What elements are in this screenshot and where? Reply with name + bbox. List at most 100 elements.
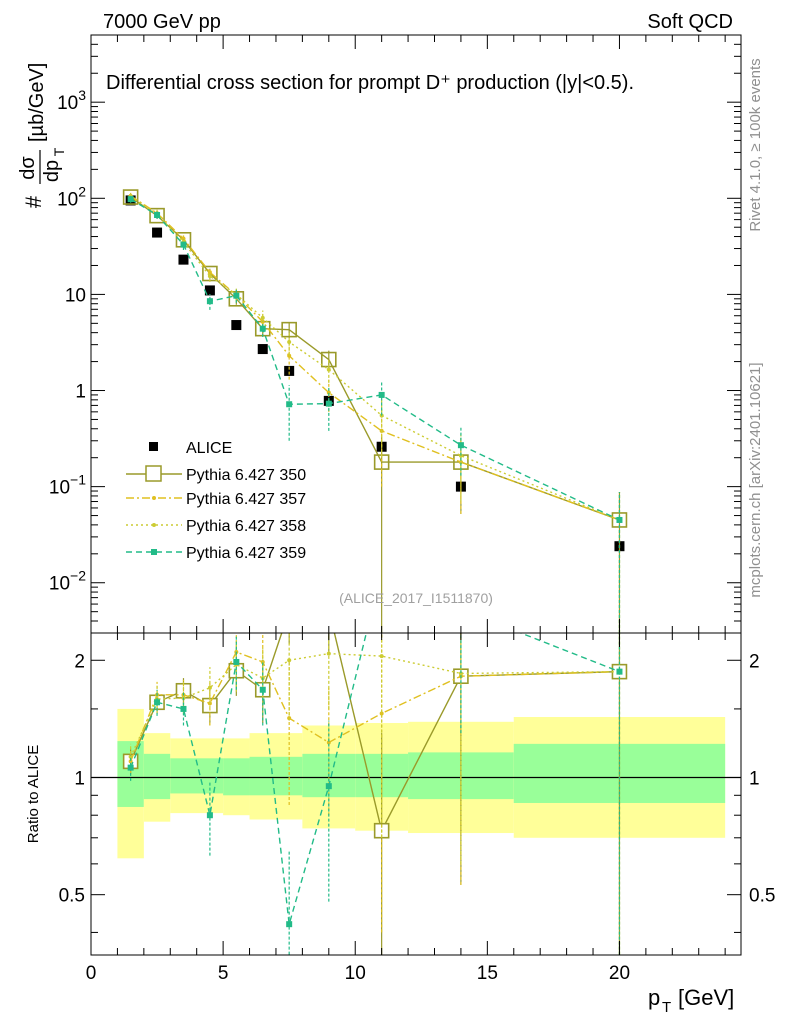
ratio-stat-band (223, 758, 250, 796)
p358-ratio-marker (287, 658, 292, 663)
p357-marker (207, 270, 212, 275)
p359-marker (286, 401, 293, 408)
axis-ticks: 10−2 10−1 1 10 102 103 0 5 10 15 20 0.5 0.5 1 1 2 2 (49, 34, 775, 984)
y-label-unit: [µb/GeV] (26, 63, 48, 142)
alice-data-point (257, 344, 268, 355)
p358-ratio-marker (326, 651, 331, 656)
x-tick-label: 5 (218, 963, 229, 984)
p357-ratio-marker (326, 740, 331, 745)
ratio-y-axis-label: Ratio to ALICE (25, 745, 42, 843)
p350-marker (122, 189, 139, 205)
legend-label-p358: Pythia 6.427 358 (186, 518, 306, 535)
p359-marker (378, 391, 385, 398)
p358-marker (326, 367, 331, 372)
p359-marker (154, 212, 161, 219)
p359-marker (206, 298, 213, 305)
main-y-tick-label: 1 (75, 382, 86, 403)
main-chart-title: Differential cross section for prompt D⁺… (106, 72, 634, 94)
p357-marker (181, 236, 186, 241)
main-y-tick-label: 103 (57, 87, 86, 114)
mcplots-label: mcplots.cern.ch [arXiv:2401.10621] (747, 362, 764, 597)
legend-label-alice: ALICE (186, 440, 232, 457)
rivet-version-label: Rivet 4.1.0, ≥ 100k events (747, 58, 764, 231)
alice-data-point (178, 254, 189, 265)
y-label-prefix: # (21, 195, 46, 208)
legend-label-p359: Pythia 6.427 359 (186, 545, 306, 562)
p359-marker (457, 442, 464, 449)
ratio-y-tick-label-left: 0.5 (59, 886, 85, 907)
p357-marker (326, 390, 331, 395)
main-y-tick-label: 102 (57, 183, 86, 210)
analysis-watermark: (ALICE_2017_I1511870) (339, 590, 493, 606)
main-y-axis-label: # dσ dp T [µb/GeV] (17, 63, 67, 208)
p359-ratio-marker (286, 921, 293, 928)
legend: ALICE Pythia 6.427 350 Pythia 6.427 357 … (126, 440, 306, 562)
ratio-y-tick-label-left: 2 (74, 651, 85, 672)
p359-ratio-marker (616, 668, 623, 675)
p350-ratio-marker (322, 603, 336, 617)
main-series (122, 189, 628, 633)
p358-marker (287, 339, 292, 344)
p359-marker (233, 292, 240, 299)
p358-marker (260, 315, 265, 320)
p358-marker (207, 274, 212, 279)
p358-ratio-line (129, 652, 620, 758)
main-y-tick-label: 10 (65, 285, 86, 306)
p350-marker (281, 321, 297, 338)
header-process-label: Soft QCD (647, 11, 733, 33)
ratio-y-tick-label-right: 1 (749, 768, 760, 789)
x-label-unit: [GeV] (678, 985, 734, 1010)
p358-ratio-marker (458, 671, 463, 676)
y-label-denominator: dp (41, 160, 63, 182)
main-y-tick-label: 10−1 (49, 472, 86, 499)
alice-data-point (284, 365, 295, 376)
ratio-series (122, 603, 628, 955)
legend-marker-p357 (152, 496, 156, 500)
p359-marker (616, 516, 623, 523)
p359-ratio-marker (180, 705, 187, 712)
x-axis-label: p T [GeV] (648, 985, 734, 1016)
p359-marker (127, 196, 134, 203)
ratio-stat-band (249, 756, 303, 796)
ratio-y-tick-label-left: 1 (74, 768, 85, 789)
alice-data-point (204, 285, 215, 296)
x-tick-label: 20 (609, 963, 630, 984)
main-plot-frame (90, 34, 742, 634)
x-label-main: p (648, 985, 660, 1010)
x-tick-label: 10 (345, 963, 366, 984)
legend-marker-p350 (145, 465, 162, 482)
p359-ratio-marker (154, 699, 161, 706)
ratio-plot-frame (90, 632, 742, 956)
p358-ratio-marker (379, 654, 384, 659)
legend-label-p350: Pythia 6.427 350 (186, 467, 306, 484)
p359-ratio-marker (325, 783, 332, 790)
p359-ratio-marker (259, 686, 266, 693)
ratio-stat-band (143, 753, 171, 800)
alice-data-point (152, 227, 163, 238)
p359-ratio-marker (206, 812, 213, 819)
p359-marker (325, 400, 332, 407)
legend-marker-p359 (151, 549, 157, 555)
p350-marker (149, 207, 165, 224)
p358-ratio-marker (128, 754, 133, 759)
legend-marker-alice (149, 442, 158, 451)
x-tick-label: 0 (86, 963, 97, 984)
p357-ratio-marker (379, 711, 384, 716)
p359-marker (259, 325, 266, 332)
main-y-tick-label: 10−2 (49, 568, 86, 595)
x-label-sub: T (662, 999, 671, 1016)
p350-ratio-marker (282, 604, 296, 618)
p357-marker (458, 460, 463, 465)
x-tick-label: 15 (477, 963, 498, 984)
p358-ratio-marker (207, 685, 212, 690)
p359-ratio-marker (127, 764, 134, 771)
alice-data-point (231, 320, 242, 331)
ratio-y-tick-label-right: 2 (749, 651, 760, 672)
y-label-numerator: dσ (17, 156, 39, 180)
p359-ratio-marker (233, 658, 240, 665)
y-label-denominator-sub: T (51, 147, 67, 156)
legend-marker-p358 (152, 523, 156, 527)
legend-label-p357: Pythia 6.427 357 (186, 491, 306, 508)
p359-marker (180, 241, 187, 248)
